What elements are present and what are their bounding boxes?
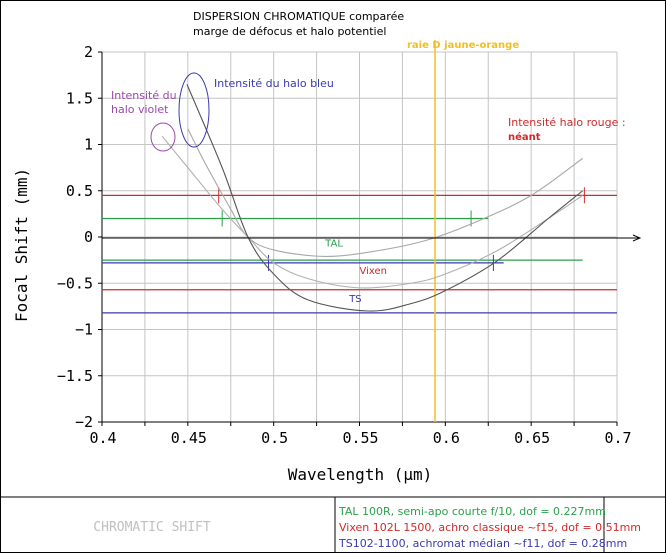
series-label-tal: TAL [324,238,343,249]
legend-entry-ts: TS102-1100, achromat médian ~f11, dof = … [338,537,627,550]
arrow-head-icon [632,234,642,242]
legend-entry-tal: TAL 100R, semi-apo courte f/10, dof = 0.… [338,505,606,518]
curve-ts [186,84,584,312]
x-tick-label: 0.55 [342,429,378,447]
red-halo-label-1: Intensité halo rouge : [508,116,626,129]
blue-halo-label: Intensité du halo bleu [214,77,334,90]
violet-halo-label-2: halo violet [111,103,169,116]
footer-label: CHROMATIC SHIFT [93,520,211,535]
d-line-label: raie D jaune-orange [407,40,519,51]
y-tick-label: 1.5 [66,89,93,107]
x-tick-label: 0.5 [261,429,288,447]
y-axis-label: Focal Shift (mm) [12,168,31,322]
red-halo-label-2: néant [508,131,541,143]
y-tick-label: −0.5 [57,274,93,292]
violet-halo-circle [150,122,176,152]
x-tick-label: 0.65 [514,429,550,447]
y-tick-label: −2 [75,413,93,431]
blue-halo-ellipse [178,72,210,148]
y-tick-label: −1 [75,321,93,339]
legend-entry-vixen: Vixen 102L 1500, achro classique ~f15, d… [339,521,641,534]
x-tick-label: 0.6 [433,429,460,447]
x-tick-label: 0.45 [171,429,207,447]
y-tick-label: −1.5 [57,367,93,385]
x-tick-label: 0.7 [604,429,631,447]
curve-vixen [161,135,583,289]
y-tick-label: 0.5 [66,182,93,200]
chart-subtitle: marge de défocus et halo potentiel [193,25,386,38]
x-axis-label: Wavelength (µm) [288,465,433,484]
curve-tal [187,128,583,257]
y-tick-label: 0 [84,228,93,246]
chart-title: DISPERSION CHROMATIQUE comparée [193,10,404,23]
y-tick-label: 2 [84,43,93,61]
series-label-ts: TS [348,294,361,305]
violet-halo-label-1: Intensité du [111,89,177,102]
y-tick-label: 1 [84,136,93,154]
series-label-vixen: Vixen [360,266,388,277]
x-tick-label: 0.4 [89,429,116,447]
